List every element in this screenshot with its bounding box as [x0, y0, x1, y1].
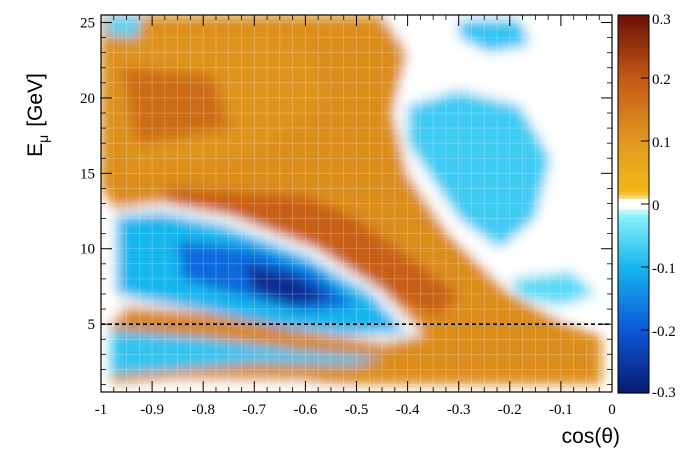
x-tick-label: -0.2 — [498, 402, 522, 418]
region-top-left-cyan — [106, 16, 142, 38]
y-axis-title-sub: μ — [35, 135, 51, 143]
colorbar-tick-label: -0.2 — [652, 324, 676, 340]
y-axis-title-unit: [GeV] — [24, 73, 47, 127]
colorbar-tick-label: 0.3 — [652, 12, 671, 28]
region-right-cyan-small — [509, 271, 597, 306]
colorbar-tick-label: 0 — [652, 198, 660, 214]
region-upper-right-cyan — [407, 90, 551, 249]
x-tick-label: -0.9 — [140, 402, 164, 418]
y-tick-label: 5 — [88, 317, 96, 333]
colorbar-tick-label: 0.1 — [652, 135, 671, 151]
x-tick-label: -0.4 — [396, 402, 420, 418]
y-axis-title-main: E — [24, 143, 47, 157]
colorbar-tick-label: 0.2 — [652, 72, 671, 88]
x-tick-label: 0 — [608, 402, 616, 418]
colorbar-white-gap — [618, 198, 649, 210]
y-axis: 5 10 15 20 25 — [80, 16, 612, 385]
x-tick-label: -1 — [95, 402, 108, 418]
region-orange-streak — [121, 306, 408, 353]
region-lower-cyan — [111, 330, 383, 376]
y-tick-label: 10 — [80, 242, 95, 258]
colorbar-tick-label: -0.1 — [652, 261, 676, 277]
x-tick-label: -0.6 — [294, 402, 318, 418]
region-upper-orange-dark — [121, 67, 229, 144]
region-top-cyan — [458, 19, 531, 53]
x-tick-label: -0.5 — [345, 402, 369, 418]
x-tick-label: -0.7 — [242, 402, 266, 418]
region-bottom-white — [111, 379, 357, 392]
svg-text:Eμ[GeV]: Eμ [GeV] — [24, 73, 51, 157]
colorbar-tick-label: -0.3 — [652, 385, 676, 401]
x-axis-title: cos(θ) — [562, 425, 620, 448]
x-tick-label: -0.8 — [191, 402, 215, 418]
x-tick-label: -0.3 — [447, 402, 471, 418]
contour-field — [101, 15, 612, 392]
y-axis-title: Eμ [GeV] — [24, 73, 51, 157]
y-tick-label: 25 — [80, 16, 95, 32]
y-tick-label: 15 — [80, 166, 95, 182]
x-tick-label: -0.1 — [549, 402, 573, 418]
y-tick-label: 20 — [80, 91, 95, 107]
region-blue-core — [244, 263, 331, 306]
x-axis: -1 -0.9 -0.8 -0.7 -0.6 -0.5 -0.4 -0.3 -0.2 -0.1 0 — [95, 15, 616, 418]
colorbar: 0.3 0.2 0.1 0 -0.1 -0.2 -0.3 — [617, 12, 676, 401]
grid-lines — [101, 15, 612, 392]
